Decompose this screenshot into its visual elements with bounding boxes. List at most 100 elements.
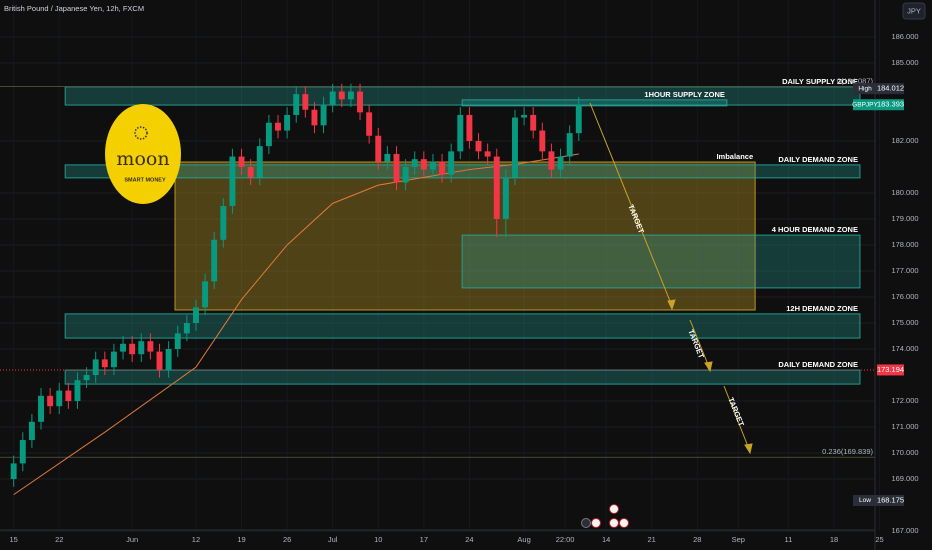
x-tick-label: 10	[374, 535, 382, 544]
zones: DAILY SUPPLY ZONE 1HOUR SUPPLY ZONE Imbala…	[64, 77, 861, 385]
y-tick-label: 169.000	[891, 474, 918, 483]
y-tick-label: 182.000	[891, 136, 918, 145]
x-tick-label: Aug	[517, 535, 530, 544]
zone	[64, 164, 861, 179]
x-tick-label: 24	[465, 535, 473, 544]
candle-body	[302, 94, 309, 110]
arrow	[689, 319, 710, 368]
zone	[64, 369, 861, 385]
candle-body	[19, 440, 26, 464]
x-tick-label: 21	[648, 535, 656, 544]
zone-label: 1HOUR SUPPLY ZONE	[644, 90, 724, 99]
candle-body	[183, 322, 190, 334]
currency-button[interactable]	[902, 2, 926, 20]
candle-body	[375, 135, 382, 162]
event-icon	[591, 518, 601, 528]
arrow-head	[744, 443, 753, 455]
event-icon	[619, 518, 629, 528]
price-tag	[877, 83, 904, 95]
candle-body	[502, 177, 509, 219]
candle-body	[402, 166, 409, 183]
y-tick-label: 177.000	[891, 266, 918, 275]
candle-body	[28, 421, 35, 441]
y-tick-label: 176.000	[891, 292, 918, 301]
candle-body	[211, 239, 218, 282]
logo-icon	[134, 126, 148, 140]
candle-body	[110, 351, 117, 368]
price-tag	[877, 494, 904, 506]
price-tag-name-bg	[853, 99, 877, 111]
y-tick-label: 180.000	[891, 188, 918, 197]
y-tick-label: 174.000	[891, 344, 918, 353]
candle-body	[247, 166, 254, 178]
candle-body	[484, 151, 491, 157]
candle-body	[557, 156, 564, 170]
level-label: 0.236(169.839)	[822, 447, 873, 456]
zone-label: DAILY DEMAND ZONE	[778, 155, 858, 164]
logo: moon SMART MONEY	[105, 104, 181, 204]
zone	[64, 313, 861, 339]
candles	[10, 83, 582, 496]
candle-body	[293, 94, 300, 115]
x-tick-label: 19	[237, 535, 245, 544]
candle-body	[193, 307, 199, 323]
candle-body	[420, 159, 427, 170]
candle-body	[74, 380, 81, 402]
price-tag-label: 168.175	[877, 495, 904, 504]
y-tick-label: 175.000	[891, 318, 918, 327]
price-tag	[877, 99, 904, 111]
candle-body	[256, 146, 263, 178]
candle-body	[202, 281, 209, 308]
zone	[174, 161, 756, 311]
logo-circle	[105, 104, 181, 204]
candle-body	[384, 153, 391, 162]
price-tag-name-bg	[853, 83, 877, 95]
candle-body	[129, 343, 136, 355]
candle-body	[92, 359, 99, 376]
candle-body	[65, 390, 72, 402]
candle-body	[47, 395, 54, 407]
candle-body	[120, 343, 127, 352]
y-tick-label: 186.000	[891, 32, 918, 41]
x-tick-label: 28	[693, 535, 701, 544]
candle-body	[566, 133, 573, 157]
event-icon	[581, 518, 591, 528]
x-tick-label: 15	[10, 535, 18, 544]
event-icon	[609, 504, 619, 514]
zone	[461, 99, 728, 107]
x-tick-label: 18	[830, 535, 838, 544]
x-tick-label: 25	[875, 535, 883, 544]
candle-body	[229, 156, 236, 206]
event-icon	[609, 518, 619, 528]
zone-label: DAILY SUPPLY ZONE	[782, 77, 858, 86]
x-tick-label: 12	[192, 535, 200, 544]
candle-body	[147, 341, 154, 352]
candle-body	[393, 153, 400, 183]
candle-body	[156, 351, 163, 370]
price-tag	[877, 364, 904, 376]
price-tag-label: 183.393	[877, 100, 904, 109]
candle-body	[429, 161, 436, 170]
price-tag-name: High	[858, 85, 872, 92]
y-tick-label: 167.000	[891, 526, 918, 535]
candle-body	[448, 151, 455, 175]
price-tag-name-bg	[853, 494, 877, 506]
candle-body	[284, 114, 291, 131]
arrow	[589, 102, 673, 307]
candle-body	[220, 205, 227, 240]
x-tick-label: 14	[602, 535, 610, 544]
candle-body	[138, 341, 145, 355]
y-tick-label: 179.000	[891, 214, 918, 223]
x-tick-label: 17	[420, 535, 428, 544]
candle-body	[575, 104, 582, 134]
candle-body	[265, 122, 272, 147]
candle-body	[366, 112, 373, 136]
candle-body	[311, 109, 318, 126]
x-tick-label: 11	[785, 535, 793, 544]
x-tick-label: Jul	[328, 535, 338, 544]
candle-body	[457, 114, 464, 152]
candle-body	[530, 114, 537, 131]
arrow-head	[704, 361, 713, 373]
level-label: 0(184.087)	[837, 77, 874, 86]
arrow-head	[667, 299, 676, 311]
